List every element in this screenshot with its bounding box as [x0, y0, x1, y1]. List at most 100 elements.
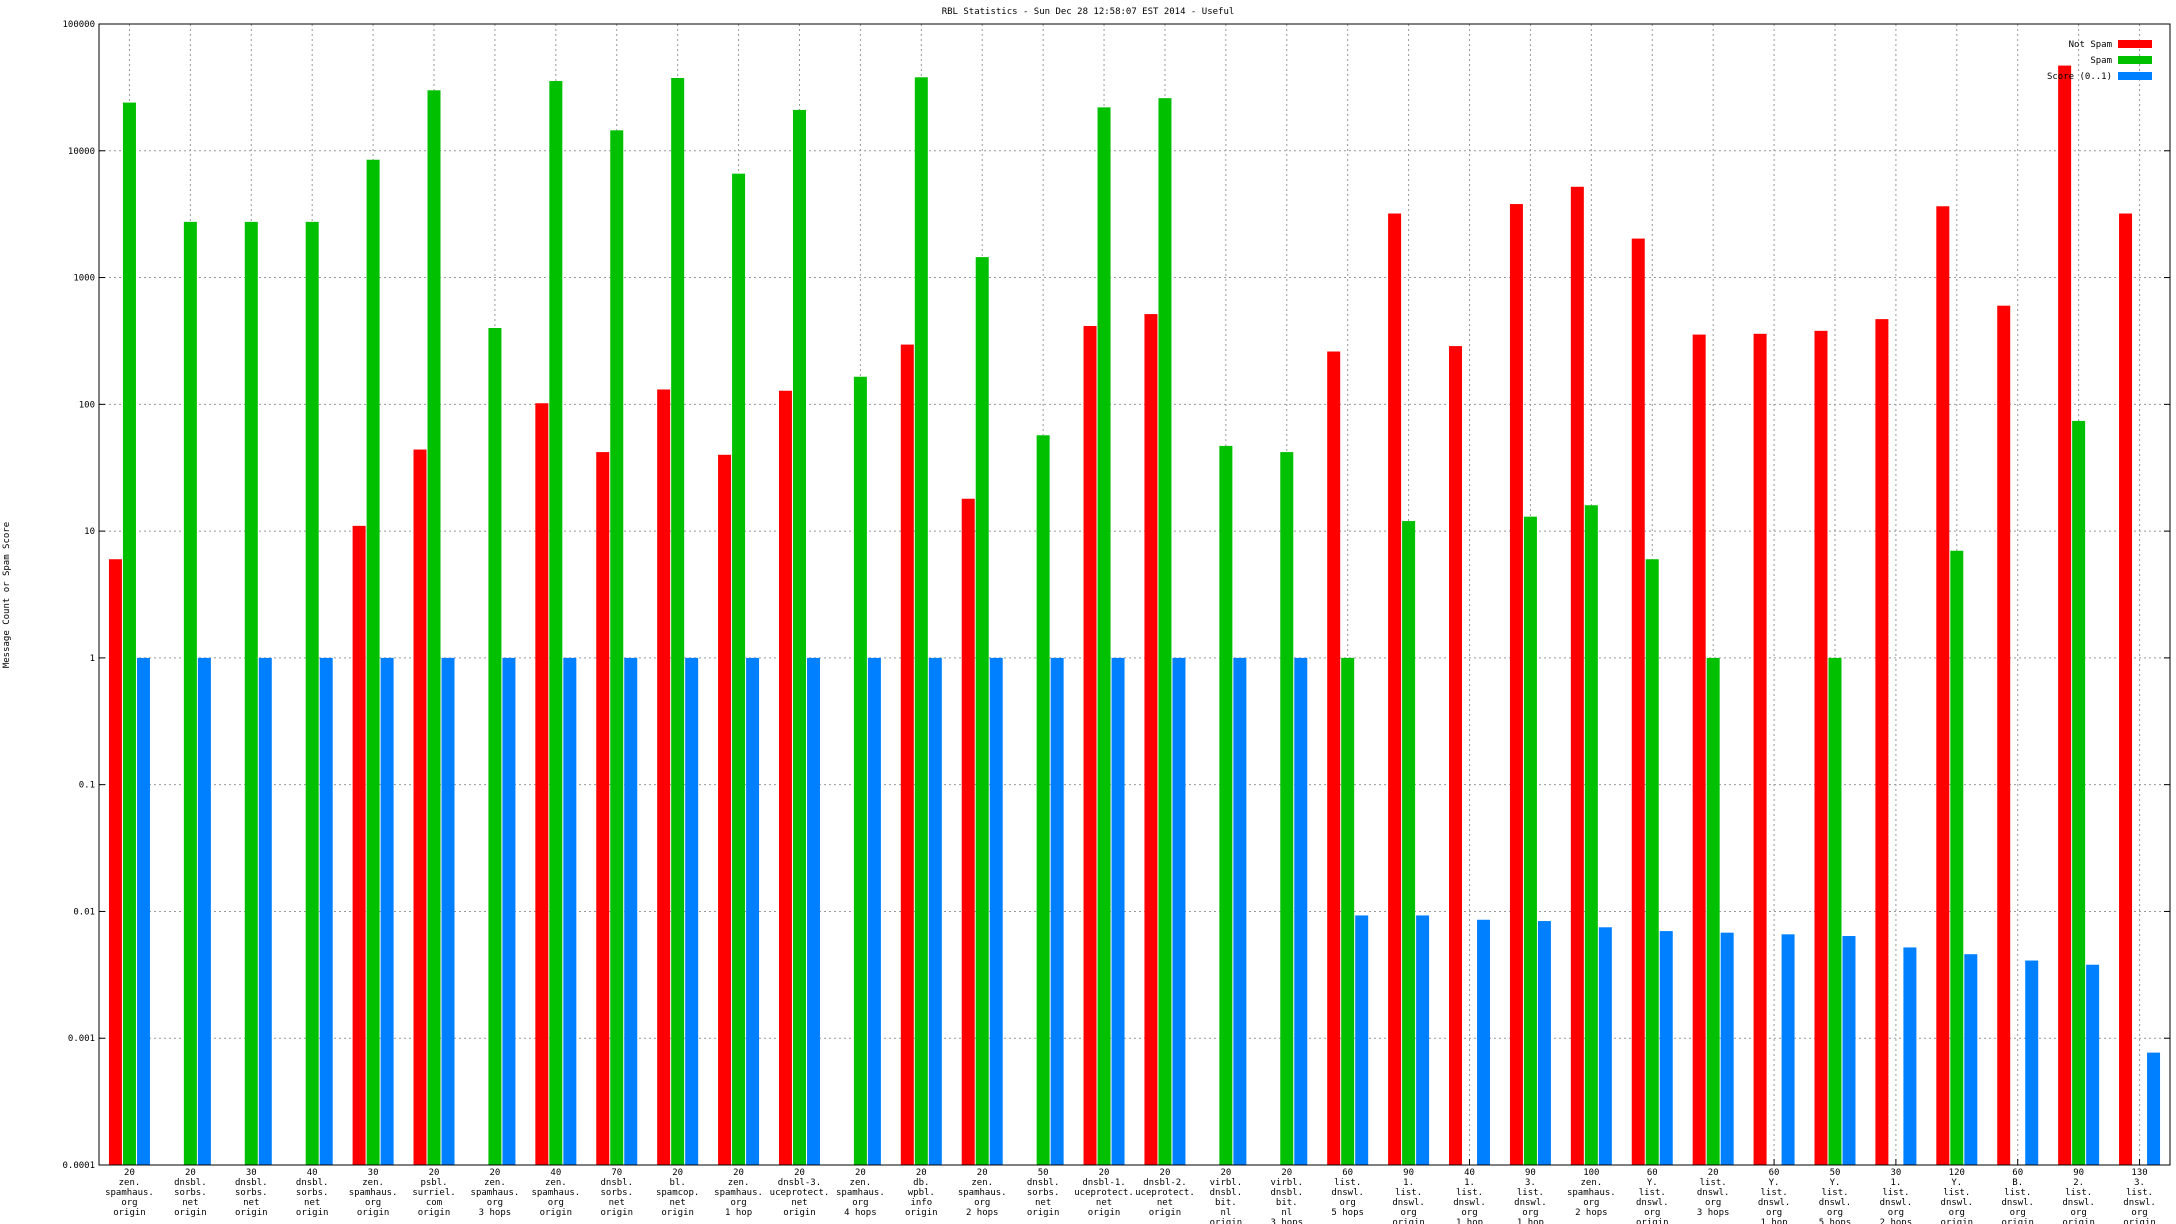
x-tick-label: sorbs.: [174, 1188, 207, 1198]
x-tick-label: 1 hop: [1517, 1218, 1544, 1224]
x-tick-label: org: [2010, 1208, 2026, 1218]
x-tick-label: net: [609, 1198, 625, 1208]
bar: [1598, 927, 1612, 1165]
x-tick-label: origin: [1941, 1218, 1974, 1224]
bar: [732, 173, 746, 1166]
bar: [806, 657, 820, 1165]
bar: [2147, 1052, 2161, 1165]
x-tick-label: org: [1888, 1208, 1904, 1218]
bar: [535, 403, 549, 1165]
bar: [1659, 931, 1673, 1165]
bar: [2058, 65, 2072, 1166]
x-tick-label: origin: [1392, 1218, 1425, 1224]
bar: [441, 657, 455, 1165]
x-tick-label: zen.: [850, 1178, 872, 1188]
y-tick-label: 0.1: [79, 781, 95, 791]
x-tick-label: dnswl.: [2062, 1198, 2095, 1208]
bar: [1280, 452, 1294, 1166]
x-tick-label: psbl.: [420, 1178, 447, 1188]
x-tick-label: dnswl.: [1880, 1198, 1913, 1208]
x-tick-label: net: [182, 1198, 198, 1208]
x-tick-label: list.: [1517, 1188, 1544, 1198]
x-tick-label: Y.: [1951, 1178, 1962, 1188]
y-tick-label: 0.01: [73, 907, 95, 917]
bar: [914, 77, 928, 1166]
x-tick-label: 20: [490, 1168, 501, 1178]
x-tick-label: 60: [1342, 1168, 1353, 1178]
x-tick-label: 20: [1099, 1168, 1110, 1178]
x-tick-label: list.: [2004, 1188, 2031, 1198]
x-tick-label: 3.: [2134, 1178, 2145, 1188]
x-tick-label: 90: [1525, 1168, 1536, 1178]
x-tick-label: origin: [661, 1208, 694, 1218]
x-tick-label: org: [1705, 1198, 1721, 1208]
x-tick-label: spamhaus.: [105, 1188, 154, 1198]
bar: [624, 657, 638, 1165]
x-tick-label: 50: [1038, 1168, 1049, 1178]
x-tick-label: org: [974, 1198, 990, 1208]
x-tick-label: 40: [307, 1168, 318, 1178]
bar: [792, 109, 806, 1166]
x-tick-label: com: [426, 1198, 442, 1208]
bar: [380, 657, 394, 1165]
x-tick-label: dnsbl.: [1271, 1188, 1304, 1198]
x-tick-label: 60: [1769, 1168, 1780, 1178]
x-tick-label: org: [121, 1198, 137, 1208]
x-tick-label: 70: [611, 1168, 622, 1178]
x-tick-label: dnswl.: [1392, 1198, 1425, 1208]
bar: [1083, 325, 1097, 1165]
legend-label: Score (0..1): [2047, 72, 2112, 82]
x-tick-label: 2 hops: [1880, 1218, 1913, 1224]
x-tick-label: origin: [174, 1208, 207, 1218]
bar: [1416, 915, 1430, 1165]
bar: [2025, 960, 2039, 1165]
x-tick-label: 20: [185, 1168, 196, 1178]
x-tick-label: dnswl.: [1331, 1188, 1364, 1198]
x-tick-label: origin: [905, 1208, 938, 1218]
x-tick-label: origin: [783, 1208, 816, 1218]
bar: [1219, 445, 1233, 1165]
bar: [1828, 657, 1842, 1165]
x-tick-label: wpbl.: [908, 1188, 935, 1198]
y-tick-label: 100: [79, 400, 95, 410]
bar: [258, 657, 272, 1165]
bar: [2086, 964, 2100, 1165]
legend-swatch: [2118, 56, 2152, 64]
bar: [671, 78, 685, 1165]
x-tick-label: dnsbl.: [600, 1178, 633, 1188]
bar: [1903, 947, 1917, 1165]
bar: [183, 221, 197, 1166]
x-tick-label: org: [1583, 1198, 1599, 1208]
x-tick-label: origin: [2123, 1218, 2156, 1224]
bar: [136, 657, 150, 1165]
x-tick-label: dnsbl-3.: [778, 1178, 821, 1188]
x-tick-label: list.: [2065, 1188, 2092, 1198]
x-tick-label: org: [1766, 1208, 1782, 1218]
x-tick-label: origin: [540, 1208, 573, 1218]
x-tick-label: spamhaus.: [471, 1188, 520, 1198]
bar: [928, 657, 942, 1165]
x-tick-label: origin: [1210, 1218, 1243, 1224]
x-tick-label: uceprotect.: [770, 1188, 830, 1198]
x-tick-label: origin: [418, 1208, 451, 1218]
bar: [1706, 657, 1720, 1165]
x-tick-label: origin: [113, 1208, 146, 1218]
bar: [1477, 919, 1491, 1165]
x-tick-label: 30: [246, 1168, 257, 1178]
x-tick-label: org: [365, 1198, 381, 1208]
y-tick-label: 100000: [62, 20, 95, 30]
x-tick-label: 60: [1647, 1168, 1658, 1178]
x-tick-label: net: [243, 1198, 259, 1208]
x-tick-label: zen.: [728, 1178, 750, 1188]
x-tick-label: 20: [733, 1168, 744, 1178]
x-tick-label: origin: [1088, 1208, 1121, 1218]
x-tick-label: org: [1522, 1208, 1538, 1218]
bar: [413, 449, 427, 1165]
x-tick-label: dnswl.: [1453, 1198, 1486, 1208]
x-tick-label: 20: [794, 1168, 805, 1178]
x-tick-label: 20: [1220, 1168, 1231, 1178]
bar: [1537, 921, 1551, 1165]
bar: [961, 498, 975, 1165]
bar: [2072, 420, 2086, 1165]
x-tick-label: 1.: [1464, 1178, 1475, 1188]
